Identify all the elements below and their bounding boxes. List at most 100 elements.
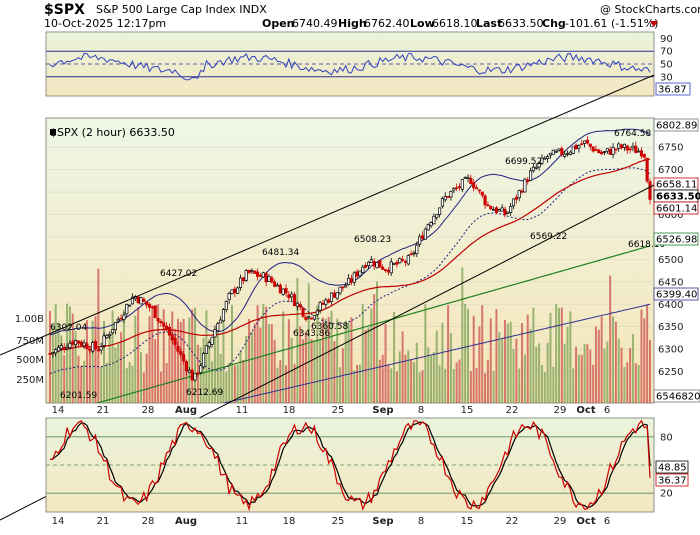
volume-bar: [424, 304, 427, 403]
candle-body: [139, 297, 143, 305]
candle-body: [59, 345, 63, 349]
volume-bar: [543, 372, 546, 403]
rsi-last-tag: 36.87: [655, 82, 691, 96]
candle-body: [130, 296, 135, 305]
stochastic-d-tag-box: [655, 473, 689, 487]
price-callout: 6764.58: [614, 129, 651, 139]
volume-bar: [592, 364, 595, 403]
candle-body: [511, 198, 516, 207]
candle-body: [403, 260, 408, 263]
volume-bar: [57, 322, 60, 403]
candle-body: [634, 145, 638, 154]
candle-body: [349, 278, 353, 283]
volume-bar: [296, 277, 299, 403]
volume-axis-label: 500M: [16, 355, 44, 366]
chart-title: $SPX (2 hour) 6633.50: [50, 126, 175, 139]
volume-bar: [356, 364, 359, 403]
volume-bar: [395, 371, 398, 403]
candle-body: [142, 298, 146, 302]
index-name: S&P 500 Large Cap Index INDX: [96, 3, 267, 16]
volume-bar: [259, 327, 262, 403]
volume-bar: [77, 355, 80, 403]
candle-body: [625, 145, 629, 151]
volume-bar: [319, 339, 322, 403]
price-callout: 6360.58: [311, 322, 348, 332]
timestamp: 10-Oct-2025 12:17pm: [44, 17, 166, 30]
volume-bar: [228, 362, 231, 403]
volume-bar: [569, 311, 572, 403]
volume-bar: [302, 339, 305, 403]
x-axis-label: 21: [97, 516, 110, 527]
volume-bar: [353, 370, 356, 403]
volume-bar: [171, 311, 174, 403]
volume-bar: [503, 319, 506, 403]
candle-body: [560, 148, 564, 156]
price-tag-box: [653, 118, 699, 132]
volume-bar: [344, 320, 347, 403]
low-label: Low: [410, 17, 435, 30]
candle-body: [184, 361, 189, 372]
volume-bar: [393, 311, 396, 403]
x-axis-label: Oct: [576, 516, 595, 527]
volume-bar: [339, 367, 342, 403]
price-callout: 6508.23: [354, 235, 391, 245]
candle-body: [62, 346, 66, 350]
candle-body: [122, 314, 126, 320]
candle-body: [449, 191, 453, 198]
candle-body: [381, 266, 385, 270]
candle-body: [99, 346, 103, 351]
candle-body: [551, 149, 555, 155]
candle-body: [273, 281, 277, 287]
candle-body: [162, 322, 166, 327]
volume-bar: [88, 348, 91, 403]
volume-bar: [498, 332, 501, 403]
volume-bar: [370, 308, 373, 403]
candle-body: [207, 342, 211, 347]
stochastic-tick-label: 80: [660, 432, 673, 443]
volume-bar: [509, 321, 512, 403]
volume-bar: [512, 348, 515, 403]
candle-body: [213, 329, 217, 338]
x-axis-label: Aug: [175, 405, 197, 416]
price-callout: 6481.34: [262, 248, 299, 258]
volume-bar: [80, 365, 83, 403]
candle-body: [210, 336, 214, 345]
candle-body: [227, 293, 231, 301]
volume-bar: [225, 371, 228, 403]
volume-bar: [148, 316, 151, 403]
candle-body: [378, 260, 382, 268]
volume-bar: [629, 348, 632, 403]
volume-bar: [447, 305, 450, 403]
candle-body: [116, 318, 120, 322]
volume-bar: [142, 372, 145, 403]
candle-body: [600, 151, 604, 155]
volume-bar: [606, 341, 609, 403]
candle-body: [455, 187, 459, 190]
candle-body: [224, 300, 228, 310]
volume-bars: [49, 267, 651, 403]
candle-body: [364, 264, 368, 268]
candle-body: [401, 258, 405, 261]
candle-body: [372, 261, 376, 267]
volume-bar: [128, 362, 131, 403]
price-callout: 6302.04: [50, 323, 87, 333]
candle-body: [472, 182, 476, 189]
candle-body: [335, 292, 339, 299]
candle-body: [631, 145, 635, 149]
volume-bar: [526, 314, 529, 403]
volume-bar: [461, 267, 464, 403]
x-axis-label: Aug: [175, 516, 197, 527]
candle-body: [392, 262, 396, 265]
price-tag-label: 6802.89: [656, 121, 697, 132]
volume-bar: [94, 316, 97, 403]
stochastic-guides: [46, 436, 654, 494]
volume-bar: [267, 323, 270, 403]
candle-body: [236, 287, 240, 294]
watermark: @ StockCharts.com: [600, 3, 700, 16]
volume-bar: [299, 326, 302, 403]
volume-bar: [552, 366, 555, 403]
volume-bar: [612, 316, 615, 403]
ma-mid-line: [95, 245, 651, 403]
volume-bar: [51, 326, 54, 403]
